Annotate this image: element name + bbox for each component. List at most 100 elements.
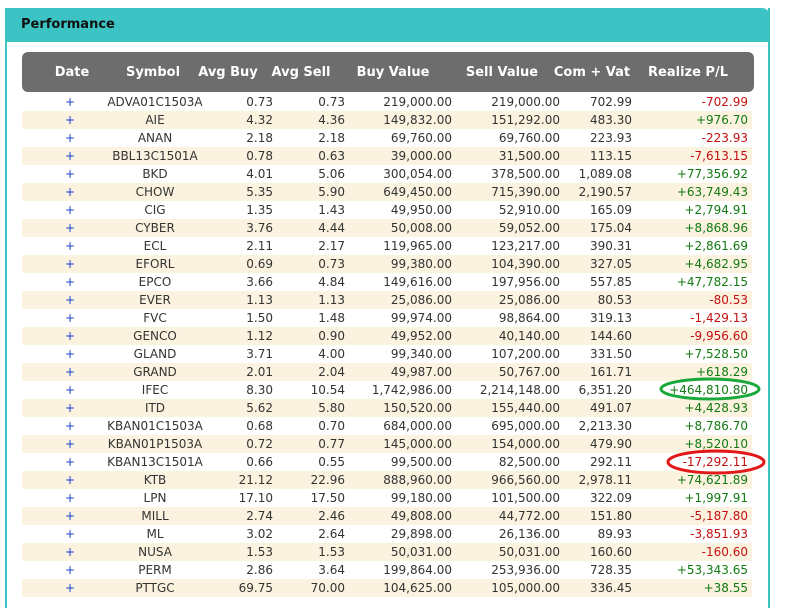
table-cell: 3.71 xyxy=(246,347,273,361)
expand-button[interactable]: + xyxy=(64,437,76,451)
table-cell: -5,187.80 xyxy=(690,509,748,523)
table-cell: +1,997.91 xyxy=(684,491,749,505)
table-row: + GLAND 3.71 4.00 99,340.00 107,200.00 331.50 +… xyxy=(22,345,752,363)
table-cell: GENCO xyxy=(133,329,177,343)
table-cell: 5.90 xyxy=(318,185,345,199)
table-cell: +618.29 xyxy=(695,365,748,379)
table-cell: 888,960.00 xyxy=(383,473,452,487)
expand-button[interactable]: + xyxy=(64,383,76,397)
table-cell: 2.64 xyxy=(318,527,345,541)
column-header: Buy Value xyxy=(356,65,430,80)
table-cell: 80.53 xyxy=(597,293,632,307)
table-cell: 695,000.00 xyxy=(491,419,560,433)
expand-button[interactable]: + xyxy=(64,509,76,523)
table-cell: 105,000.00 xyxy=(491,581,560,595)
table-cell: 49,952.00 xyxy=(390,329,452,343)
table-cell: +7,528.50 xyxy=(684,347,749,361)
table-row: + GENCO 1.12 0.90 49,952.00 40,140.00 144.60 -9… xyxy=(22,327,752,345)
table-cell: 0.78 xyxy=(246,149,273,163)
expand-button[interactable]: + xyxy=(64,203,76,217)
table-row: + MILL 2.74 2.46 49,808.00 44,772.00 151.80 -5,… xyxy=(22,507,752,525)
table-cell: +4,428.93 xyxy=(684,401,749,415)
table-row: + LPN 17.10 17.50 99,180.00 101,500.00 322.09 +… xyxy=(22,489,752,507)
table-cell: MILL xyxy=(141,509,169,523)
table-cell: NUSA xyxy=(138,545,172,559)
table-cell: GLAND xyxy=(133,347,177,361)
expand-button[interactable]: + xyxy=(64,185,76,199)
table-cell: 5.06 xyxy=(318,167,345,181)
table-cell: EVER xyxy=(139,293,171,307)
table-cell: +8,520.10 xyxy=(684,437,749,451)
table-cell: ML xyxy=(146,527,164,541)
table-cell: 5.80 xyxy=(318,401,345,415)
table-cell: 1.43 xyxy=(318,203,345,217)
table-row: + FVC 1.50 1.48 99,974.00 98,864.00 319.13 -1,4… xyxy=(22,309,752,327)
expand-button[interactable]: + xyxy=(64,167,76,181)
expand-button[interactable]: + xyxy=(64,527,76,541)
expand-button[interactable]: + xyxy=(64,311,76,325)
expand-button[interactable]: + xyxy=(64,329,76,343)
table-cell: 0.73 xyxy=(318,95,345,109)
table-cell: 0.77 xyxy=(318,437,345,451)
table-cell: 50,031.00 xyxy=(498,545,560,559)
table-cell: 4.36 xyxy=(318,113,345,127)
expand-button[interactable]: + xyxy=(64,419,76,433)
table-cell: 0.73 xyxy=(318,257,345,271)
table-cell: -7,613.15 xyxy=(690,149,748,163)
table-cell: 2.11 xyxy=(246,239,273,253)
expand-button[interactable]: + xyxy=(64,257,76,271)
table-cell: 21.12 xyxy=(238,473,273,487)
expand-button[interactable]: + xyxy=(64,347,76,361)
table-cell: 4.00 xyxy=(318,347,345,361)
table-row: + EFORL 0.69 0.73 99,380.00 104,390.00 327.05 +… xyxy=(22,255,752,273)
table-cell: 99,180.00 xyxy=(390,491,452,505)
table-cell: 50,008.00 xyxy=(390,221,452,235)
table-cell: 149,832.00 xyxy=(383,113,452,127)
table-cell: 0.73 xyxy=(246,95,273,109)
expand-button[interactable]: + xyxy=(64,131,76,145)
expand-button[interactable]: + xyxy=(64,239,76,253)
expand-button[interactable]: + xyxy=(64,455,76,469)
expand-button[interactable]: + xyxy=(64,95,76,109)
table-cell: 0.68 xyxy=(246,419,273,433)
table-cell: 4.01 xyxy=(246,167,273,181)
table-row: + ITD 5.62 5.80 150,520.00 155,440.00 491.07 +4… xyxy=(22,399,752,417)
table-cell: 39,000.00 xyxy=(390,149,452,163)
table-cell: 149,616.00 xyxy=(383,275,452,289)
expand-button[interactable]: + xyxy=(64,275,76,289)
table-cell: 219,000.00 xyxy=(491,95,560,109)
expand-button[interactable]: + xyxy=(64,365,76,379)
expand-button[interactable]: + xyxy=(64,563,76,577)
expand-button[interactable]: + xyxy=(64,473,76,487)
expand-button[interactable]: + xyxy=(64,221,76,235)
table-row: + CHOW 5.35 5.90 649,450.00 715,390.00 2,190.5… xyxy=(22,183,752,201)
table-header: Date Symbol Avg Buy Avg Sell Buy Value Sell V… xyxy=(22,52,754,92)
table-cell: -1,429.13 xyxy=(690,311,748,325)
expand-button[interactable]: + xyxy=(64,293,76,307)
column-header: Avg Sell xyxy=(271,65,331,80)
table-cell: 150,520.00 xyxy=(383,401,452,415)
table-row: + PERM 2.86 3.64 199,864.00 253,936.00 728.35 +… xyxy=(22,561,752,579)
expand-button[interactable]: + xyxy=(64,149,76,163)
table-row: + BKD 4.01 5.06 300,054.00 378,500.00 1,089.08… xyxy=(22,165,752,183)
expand-button[interactable]: + xyxy=(64,545,76,559)
expand-button[interactable]: + xyxy=(64,113,76,127)
expand-button[interactable]: + xyxy=(64,401,76,415)
table-cell: 69,760.00 xyxy=(390,131,452,145)
table-cell: 52,910.00 xyxy=(498,203,560,217)
table-cell: 728.35 xyxy=(590,563,632,577)
table-cell: CHOW xyxy=(135,185,175,199)
table-cell: 479.90 xyxy=(590,437,632,451)
expand-button[interactable]: + xyxy=(64,581,76,595)
table-cell: 2,978.11 xyxy=(578,473,632,487)
table-cell: ANAN xyxy=(137,131,173,145)
table-cell: 154,000.00 xyxy=(491,437,560,451)
table-cell: 3.02 xyxy=(246,527,273,541)
table-row: + CIG 1.35 1.43 49,950.00 52,910.00 165.09 +2,7… xyxy=(22,201,752,219)
table-cell: 99,974.00 xyxy=(390,311,452,325)
table-cell: 82,500.00 xyxy=(498,455,560,469)
table-row: + NUSA 1.53 1.53 50,031.00 50,031.00 160.60 -16… xyxy=(22,543,752,561)
expand-button[interactable]: + xyxy=(64,491,76,505)
table-cell: 390.31 xyxy=(590,239,632,253)
table-cell: -160.60 xyxy=(701,545,748,559)
